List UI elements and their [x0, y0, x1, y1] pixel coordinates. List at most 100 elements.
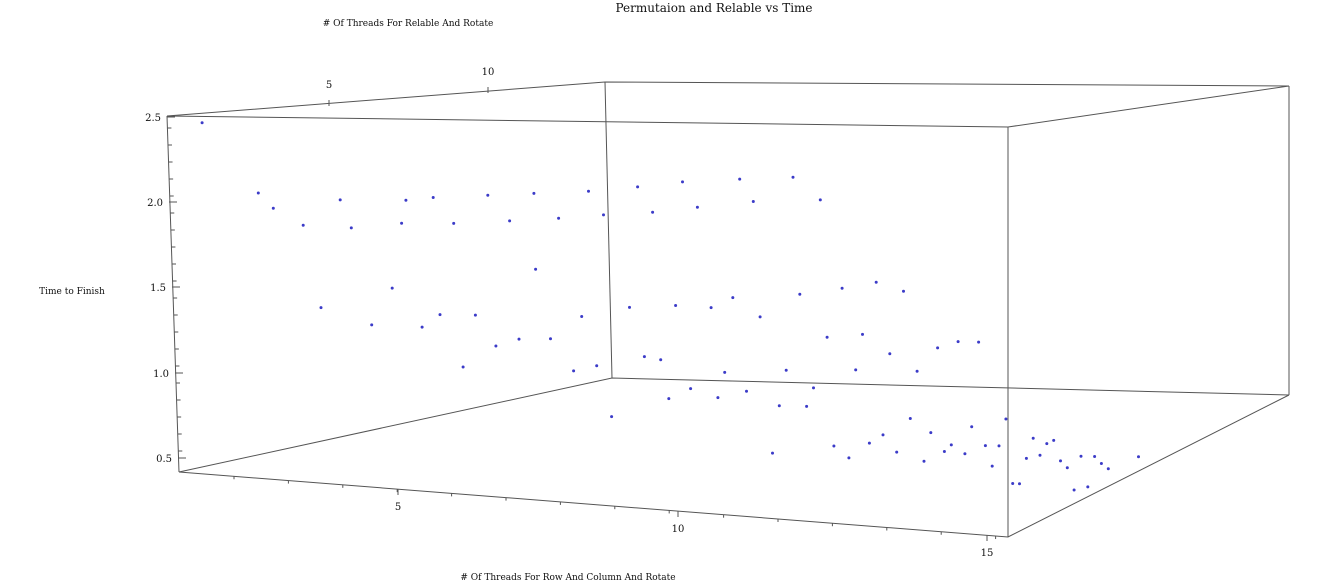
data-point	[1099, 462, 1103, 465]
data-point	[452, 221, 456, 225]
data-point	[319, 306, 323, 310]
data-point	[636, 185, 640, 189]
z-tick-label: 2.0	[147, 198, 163, 209]
data-points	[200, 121, 1140, 492]
data-point	[812, 386, 815, 390]
data-point	[338, 198, 342, 202]
z-tick-label: 1.0	[153, 369, 169, 380]
data-point	[784, 368, 788, 372]
data-point	[1011, 482, 1015, 485]
data-point	[956, 340, 960, 344]
data-point	[473, 313, 477, 317]
data-point	[602, 213, 605, 217]
data-point	[651, 210, 655, 214]
front-bottom-edge	[178, 394, 1290, 538]
data-point	[667, 397, 671, 401]
data-point	[1072, 488, 1076, 492]
data-point	[1137, 455, 1140, 459]
data-point	[847, 456, 851, 460]
data-point	[709, 306, 713, 310]
back-bottom-edge	[178, 377, 1290, 473]
x-tick-label: 15	[981, 548, 994, 559]
data-point	[1086, 485, 1090, 489]
data-point	[508, 219, 512, 223]
data-point	[494, 344, 498, 348]
data-point	[301, 223, 305, 227]
data-point	[929, 431, 933, 435]
data-point	[271, 206, 275, 210]
data-point	[1106, 467, 1110, 471]
y-axis-title: # Of Threads For Relable And Rotate	[323, 19, 494, 29]
data-point	[854, 368, 858, 372]
data-point	[200, 121, 204, 125]
data-point	[805, 404, 809, 408]
data-point	[642, 355, 646, 359]
data-point	[758, 315, 762, 319]
data-point	[997, 444, 1001, 448]
data-point	[963, 452, 967, 456]
data-point	[1065, 466, 1069, 470]
x-tick-label: 5	[395, 502, 401, 513]
data-point	[610, 415, 614, 419]
data-point	[1024, 456, 1028, 460]
x-tick-label: 10	[672, 524, 685, 535]
data-point	[881, 433, 885, 437]
data-point	[791, 175, 795, 179]
data-point	[777, 404, 781, 408]
data-point	[738, 177, 742, 181]
data-point	[1018, 482, 1021, 486]
data-point	[256, 191, 260, 195]
data-point	[825, 335, 829, 339]
data-point	[517, 337, 521, 341]
data-point	[977, 340, 981, 344]
z-tick-label: 0.5	[156, 454, 172, 465]
left-vertical-edge	[166, 115, 180, 473]
axes-box	[166, 81, 1290, 538]
y-tick-label: 5	[326, 80, 332, 91]
data-point	[580, 315, 584, 318]
data-point	[942, 450, 946, 453]
data-point	[936, 346, 940, 350]
data-point	[587, 189, 590, 193]
z-tick-label: 2.5	[145, 113, 161, 124]
y-tick-label: 10	[482, 67, 495, 78]
data-point	[486, 193, 490, 197]
data-point	[1052, 438, 1056, 442]
data-point	[370, 323, 374, 327]
data-point	[390, 286, 394, 290]
z-axis-title: Time to Finish	[39, 287, 105, 297]
data-point	[659, 358, 663, 362]
data-point	[595, 364, 599, 368]
data-point	[532, 191, 536, 195]
data-point	[572, 369, 576, 373]
data-point	[716, 396, 720, 400]
data-point	[420, 325, 424, 329]
data-point	[731, 296, 735, 300]
data-point	[461, 365, 465, 369]
data-point	[861, 332, 864, 336]
data-point	[723, 370, 727, 374]
data-point	[818, 198, 822, 202]
data-point	[888, 352, 892, 356]
data-point	[874, 280, 878, 284]
x-axis-title: # Of Threads For Row And Column And Rota…	[460, 573, 675, 583]
data-point	[771, 451, 774, 455]
chart-title: Permutaion and Relable vs Time	[615, 1, 812, 15]
data-point	[990, 464, 994, 468]
data-point	[438, 313, 442, 317]
data-point	[534, 267, 538, 271]
data-point	[1038, 453, 1042, 457]
data-point	[840, 286, 844, 290]
data-point	[745, 389, 748, 393]
data-point	[895, 450, 899, 454]
data-point	[867, 441, 871, 445]
data-point	[689, 387, 693, 391]
data-point	[349, 226, 353, 230]
data-point	[970, 425, 974, 429]
data-point	[798, 292, 802, 296]
data-point	[1031, 436, 1035, 440]
data-point	[557, 216, 561, 220]
data-point	[832, 444, 836, 448]
z-tick-label: 1.5	[150, 283, 166, 294]
